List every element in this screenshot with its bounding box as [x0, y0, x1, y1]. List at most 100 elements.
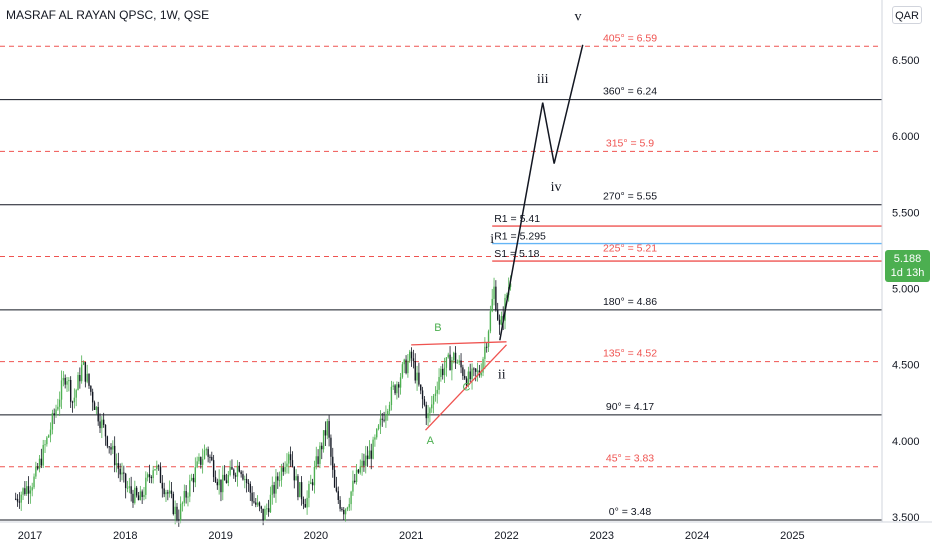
candle-body	[80, 364, 83, 382]
candle-body	[401, 364, 404, 378]
candle-body	[82, 362, 85, 365]
candle-body	[306, 497, 308, 508]
levels-layer: 405° = 6.59 360° = 6.24 315° = 5.9 270° = 5…	[0, 32, 882, 521]
candle-body	[194, 467, 197, 483]
y-tick-3.500: 3.500	[892, 512, 920, 524]
candle-body	[128, 486, 131, 488]
candle-body	[440, 368, 442, 377]
candle-body	[355, 469, 358, 483]
level-label-6: 135° = 4.52	[603, 348, 657, 360]
elliott-label-i: i	[490, 232, 494, 247]
candle-body	[244, 478, 246, 480]
candle-body	[247, 482, 250, 484]
x-tick-2023: 2023	[590, 530, 614, 542]
candle-body	[135, 487, 138, 496]
candle-body	[387, 411, 389, 415]
candle-body	[495, 286, 497, 311]
candle-body	[343, 509, 345, 515]
candle-body	[218, 479, 220, 486]
candle-body	[249, 483, 251, 493]
candle-body	[117, 463, 120, 469]
elliott-label-v: v	[574, 9, 581, 24]
candle-body	[352, 480, 354, 492]
y-tick-4.000: 4.000	[892, 436, 920, 448]
candle-body	[24, 488, 26, 495]
candle-body	[321, 445, 323, 450]
candle-body	[102, 419, 105, 425]
candle-body	[278, 480, 281, 482]
y-tick-5.500: 5.500	[892, 207, 920, 219]
candle-body	[168, 490, 171, 494]
candle-body	[255, 502, 257, 505]
wave-projection-path	[499, 44, 584, 341]
candle-body	[442, 368, 444, 376]
candle-body	[484, 346, 486, 359]
candle-body	[163, 488, 165, 495]
candle-body	[299, 482, 301, 498]
candle-body	[421, 390, 424, 400]
candle-body	[460, 360, 462, 368]
currency-button[interactable]: QAR	[892, 6, 922, 24]
candle-body	[379, 418, 382, 426]
candle-body	[86, 373, 88, 382]
candle-body	[57, 406, 59, 410]
candle-body	[405, 359, 407, 374]
candle-body	[337, 491, 339, 500]
candle-body	[282, 467, 284, 472]
candle-body	[97, 406, 99, 422]
candle-body	[480, 372, 482, 376]
candle-body	[432, 395, 435, 405]
level-label-2: 315° = 5.9	[606, 137, 654, 149]
x-tick-2018: 2018	[113, 530, 137, 542]
candle-body	[75, 390, 77, 398]
x-tick-2020: 2020	[304, 530, 328, 542]
candle-body	[36, 466, 39, 469]
candle-body	[366, 455, 369, 460]
candle-body	[104, 424, 107, 437]
candle-body	[66, 381, 68, 385]
candle-body	[407, 360, 409, 374]
candle-body	[266, 508, 268, 510]
candle-body	[139, 491, 142, 501]
elliott-label-iii: iii	[537, 72, 549, 87]
candle-body	[181, 502, 184, 504]
candle-body	[93, 402, 96, 410]
candle-body	[55, 409, 57, 416]
candle-body	[493, 286, 495, 299]
candle-body	[141, 491, 143, 497]
y-tick-4.500: 4.500	[892, 360, 920, 372]
candle-body	[317, 456, 319, 464]
candle-body	[304, 504, 306, 508]
candle-body	[260, 506, 262, 509]
candle-body	[222, 474, 224, 493]
candle-body	[47, 435, 50, 438]
candle-body	[60, 380, 63, 400]
candle-body	[500, 316, 503, 325]
symbol-title: MASRAF AL RAYAN QPSC, 1W, QSE	[6, 8, 210, 22]
candle-body	[447, 354, 449, 358]
candle-body	[121, 472, 123, 475]
candle-body	[90, 385, 92, 392]
y-tick-6.500: 6.500	[892, 55, 920, 67]
candle-body	[27, 486, 30, 494]
candle-body	[273, 485, 275, 494]
candle-body	[399, 377, 402, 388]
candle-body	[106, 436, 109, 447]
x-tick-2017: 2017	[18, 530, 42, 542]
candle-body	[231, 466, 233, 470]
candle-body	[487, 331, 490, 347]
candle-body	[429, 408, 431, 414]
candle-body	[363, 460, 365, 466]
candle-body	[143, 494, 145, 497]
candle-body	[185, 490, 187, 498]
candle-body	[119, 468, 121, 475]
candle-body	[145, 477, 147, 495]
candle-body	[458, 360, 460, 363]
candle-body	[240, 471, 242, 475]
candle-body	[262, 508, 264, 521]
candle-body	[16, 498, 19, 502]
candle-body	[146, 474, 149, 478]
candle-body	[388, 405, 391, 412]
